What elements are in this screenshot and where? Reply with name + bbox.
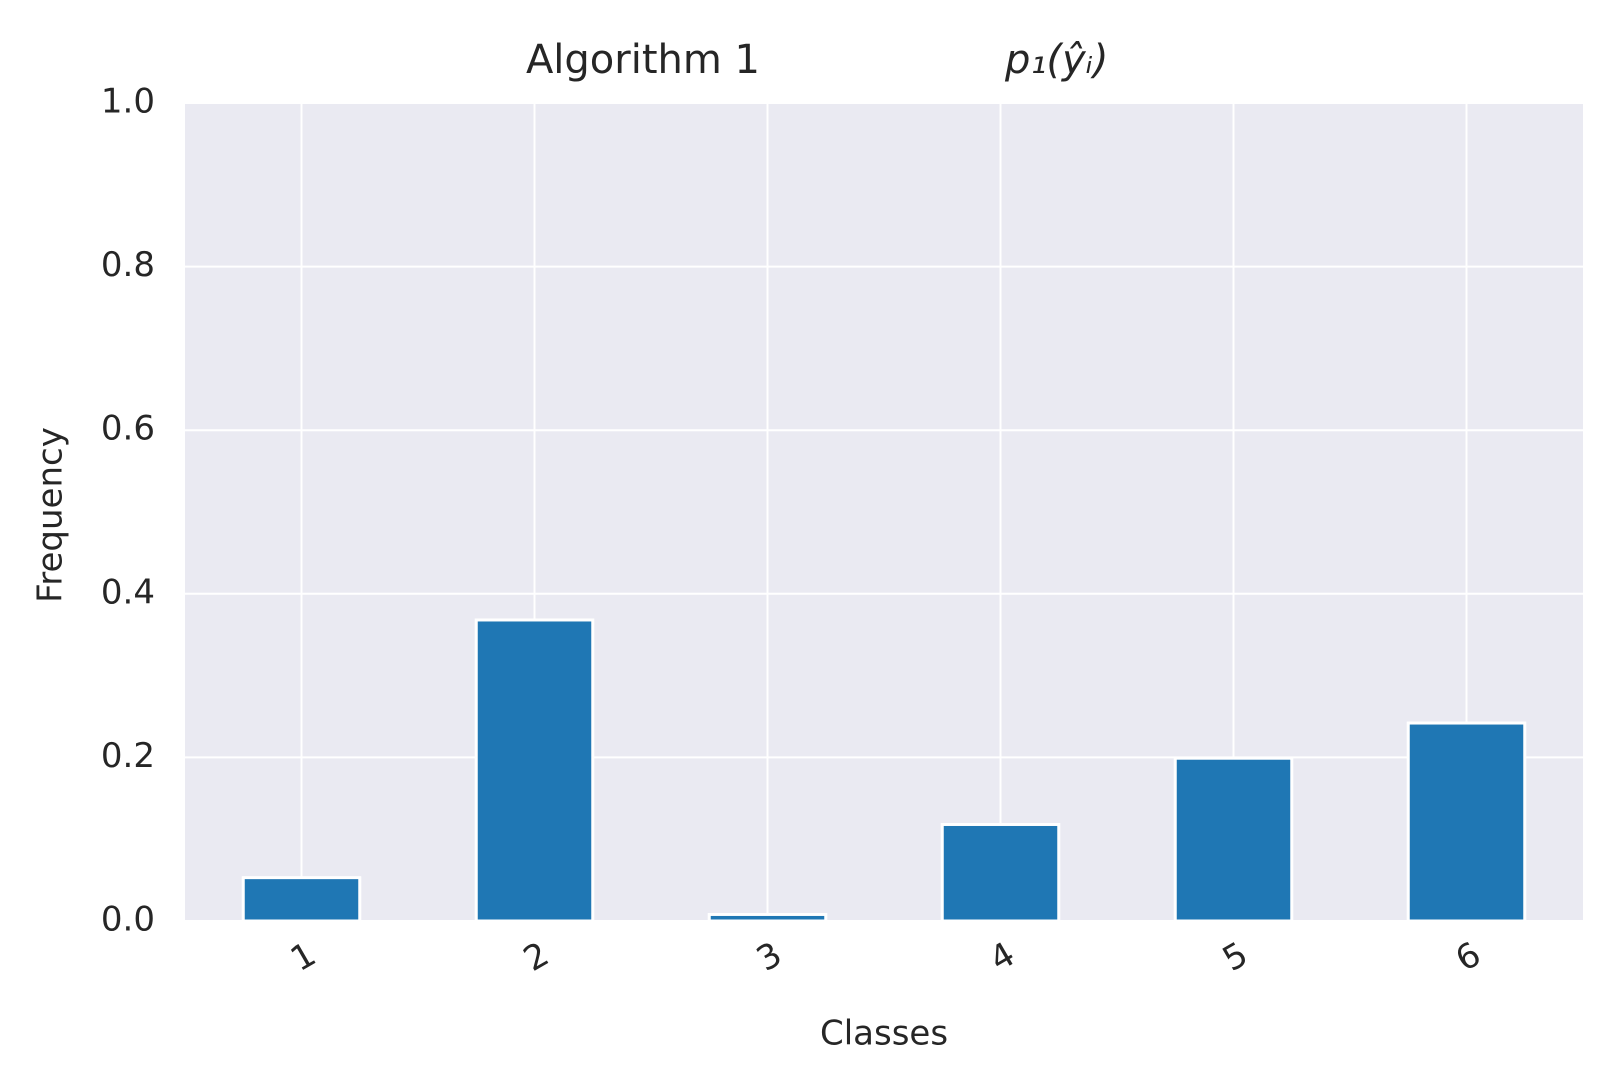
- bar: [1173, 756, 1294, 923]
- bar: [707, 912, 828, 923]
- x-tick-label: 6: [1449, 934, 1488, 979]
- y-axis-label: Frequency: [31, 427, 71, 603]
- y-tick-label: 0.6: [101, 409, 155, 449]
- y-tick-label: 0.8: [101, 245, 155, 285]
- y-tick-label: 0.0: [101, 900, 155, 940]
- x-tick-label: 4: [983, 934, 1022, 979]
- x-axis-label: Classes: [820, 1014, 948, 1054]
- chart-title: Algorithm 1: [526, 37, 760, 83]
- x-tick-label: 3: [750, 934, 789, 979]
- bar: [1406, 721, 1527, 923]
- bar: [940, 822, 1061, 923]
- x-tick-label: 5: [1216, 934, 1255, 979]
- bar: [241, 876, 362, 923]
- x-tick-label: 1: [284, 934, 323, 979]
- y-tick-label: 0.2: [101, 736, 155, 776]
- x-tick-label: 2: [517, 934, 556, 979]
- plot-area: [185, 103, 1583, 921]
- chart-title-math: p₁(ŷᵢ): [1004, 37, 1108, 83]
- y-tick-label: 0.4: [101, 572, 155, 612]
- y-tick-label: 1.0: [101, 82, 155, 122]
- bar: [474, 618, 595, 923]
